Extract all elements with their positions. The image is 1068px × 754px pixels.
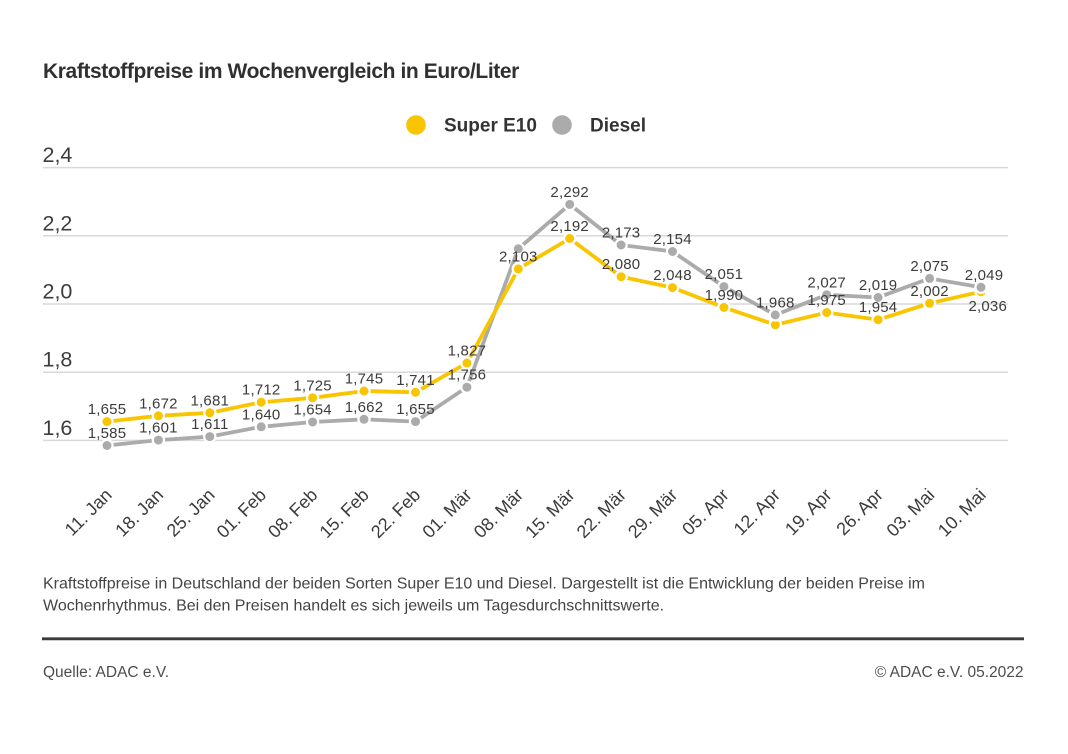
svg-text:2,075: 2,075 (910, 258, 949, 275)
svg-text:1,585: 1,585 (88, 425, 127, 442)
svg-text:Kraftstoffpreise in Deutschlan: Kraftstoffpreise in Deutschland der beid… (43, 576, 925, 593)
svg-text:2,002: 2,002 (910, 283, 949, 300)
svg-text:Kraftstoffpreise im Wochenverg: Kraftstoffpreise im Wochenvergleich in E… (43, 60, 519, 83)
svg-text:1,640: 1,640 (242, 406, 281, 423)
svg-text:2,036: 2,036 (968, 298, 1007, 315)
svg-text:2,2: 2,2 (43, 211, 73, 235)
svg-text:1,756: 1,756 (448, 367, 487, 384)
svg-text:1,741: 1,741 (396, 372, 435, 389)
svg-text:2,019: 2,019 (859, 277, 898, 294)
svg-text:1,601: 1,601 (139, 420, 178, 437)
svg-text:2,4: 2,4 (43, 143, 73, 167)
svg-text:1,6: 1,6 (43, 416, 73, 440)
svg-text:2,080: 2,080 (602, 256, 641, 273)
svg-text:2,292: 2,292 (550, 184, 589, 201)
svg-text:1,8: 1,8 (43, 348, 73, 372)
svg-text:1,975: 1,975 (807, 292, 846, 309)
svg-text:1,745: 1,745 (345, 371, 384, 388)
svg-text:2,154: 2,154 (653, 231, 692, 248)
svg-text:2,051: 2,051 (705, 266, 744, 283)
svg-text:1,725: 1,725 (293, 377, 332, 394)
svg-text:Diesel: Diesel (590, 116, 646, 137)
svg-text:1,654: 1,654 (293, 402, 332, 419)
svg-text:1,662: 1,662 (345, 399, 384, 416)
svg-text:1,990: 1,990 (705, 287, 744, 304)
svg-text:1,611: 1,611 (191, 416, 228, 433)
svg-text:1,655: 1,655 (396, 401, 435, 418)
svg-text:1,712: 1,712 (242, 382, 281, 399)
svg-text:1,672: 1,672 (139, 395, 178, 412)
svg-text:2,027: 2,027 (807, 274, 846, 291)
svg-text:1,827: 1,827 (448, 343, 487, 360)
svg-text:2,048: 2,048 (653, 267, 692, 284)
svg-text:2,049: 2,049 (965, 267, 1004, 284)
svg-text:2,103: 2,103 (499, 248, 538, 265)
svg-text:2,173: 2,173 (602, 225, 641, 242)
svg-text:1,954: 1,954 (859, 299, 898, 316)
svg-text:Super E10: Super E10 (444, 116, 537, 137)
svg-text:1,655: 1,655 (88, 401, 127, 418)
svg-text:2,0: 2,0 (43, 280, 73, 304)
svg-text:© ADAC e.V. 05.2022: © ADAC e.V. 05.2022 (875, 664, 1024, 681)
svg-text:2,192: 2,192 (550, 218, 589, 235)
svg-text:Wochenrhythmus. Bei den Preise: Wochenrhythmus. Bei den Preisen handelt … (43, 598, 664, 615)
svg-text:1,968: 1,968 (756, 294, 795, 311)
svg-text:Quelle: ADAC e.V.: Quelle: ADAC e.V. (43, 664, 169, 681)
svg-text:1,681: 1,681 (191, 392, 230, 409)
